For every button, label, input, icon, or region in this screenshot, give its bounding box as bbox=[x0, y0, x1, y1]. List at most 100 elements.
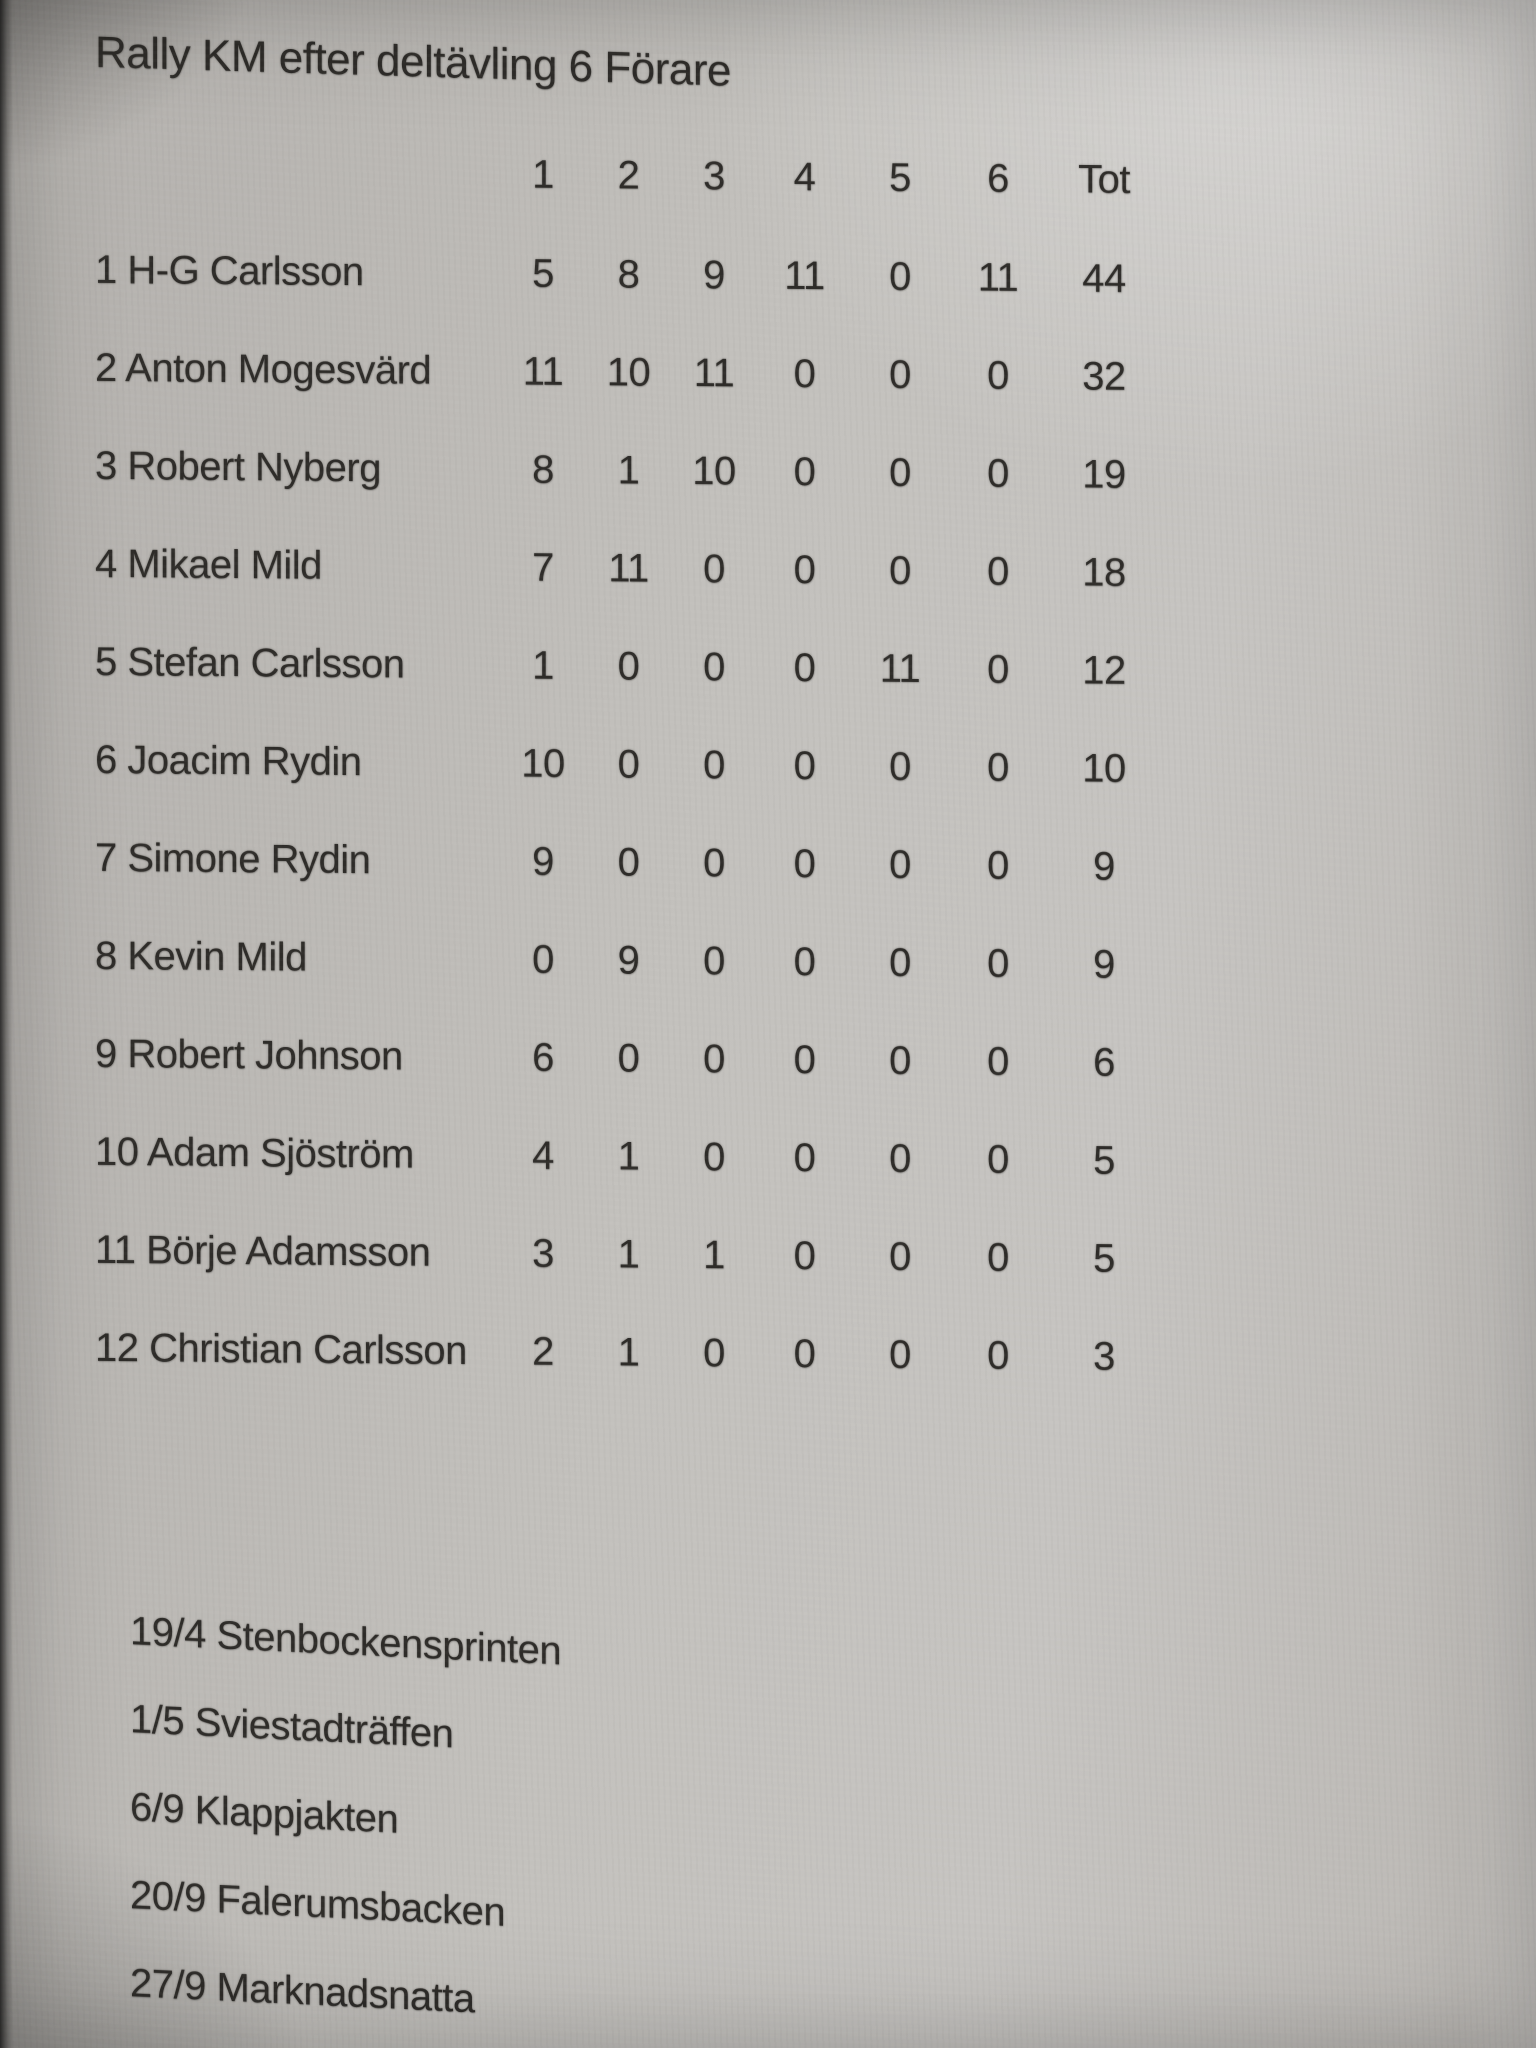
driver-name: 4 Mikael Mild bbox=[95, 541, 322, 588]
score-cell: 0 bbox=[889, 450, 911, 495]
driver-name: 11 Börje Adamsson bbox=[95, 1227, 431, 1275]
score-cell: 11 bbox=[977, 255, 1019, 300]
score-cell: 0 bbox=[987, 451, 1009, 496]
total-cell: 12 bbox=[1082, 647, 1126, 693]
score-cell: 0 bbox=[987, 1333, 1009, 1378]
column-header-2: 2 bbox=[617, 152, 640, 198]
score-cell: 1 bbox=[703, 1232, 725, 1277]
total-cell: 9 bbox=[1093, 942, 1115, 987]
table-row: 7 Simone Rydin 9 0 0 0 0 0 9 bbox=[95, 809, 1536, 920]
score-cell: 6 bbox=[532, 1035, 554, 1080]
driver-name: 5 Stefan Carlsson bbox=[95, 639, 405, 687]
score-cell: 1 bbox=[532, 643, 554, 688]
table-row: 8 Kevin Mild 0 9 0 0 0 0 9 bbox=[95, 907, 1536, 1018]
driver-name: 10 Adam Sjöström bbox=[95, 1129, 414, 1177]
score-cell: 0 bbox=[987, 1137, 1009, 1182]
driver-name: 3 Robert Nyberg bbox=[95, 443, 381, 490]
score-cell: 0 bbox=[889, 842, 911, 887]
score-cell: 0 bbox=[987, 1235, 1009, 1280]
events-list: 19/4 Stenbockensprinten 1/5 Sviestadträf… bbox=[130, 1587, 1536, 2048]
total-cell: 5 bbox=[1093, 1138, 1115, 1183]
score-cell: 2 bbox=[532, 1329, 554, 1374]
score-cell: 0 bbox=[889, 548, 911, 593]
score-cell: 0 bbox=[793, 1331, 816, 1376]
page-title: Rally KM efter deltävling 6 Förare bbox=[95, 27, 731, 96]
total-cell: 44 bbox=[1082, 255, 1126, 301]
score-cell: 1 bbox=[617, 1133, 640, 1179]
score-cell: 0 bbox=[889, 1136, 911, 1181]
total-cell: 10 bbox=[1082, 745, 1126, 791]
score-cell: 0 bbox=[987, 1039, 1009, 1084]
score-cell: 10 bbox=[692, 448, 736, 493]
score-cell: 0 bbox=[889, 1332, 911, 1377]
score-cell: 11 bbox=[784, 253, 825, 298]
score-cell: 0 bbox=[703, 840, 725, 885]
score-cell: 11 bbox=[693, 350, 735, 395]
score-cell: 7 bbox=[532, 545, 554, 590]
score-cell: 0 bbox=[889, 1038, 911, 1083]
score-cell: 0 bbox=[889, 254, 911, 299]
driver-name: 7 Simone Rydin bbox=[95, 835, 371, 882]
table-row: 12 Christian Carlsson 2 1 0 0 0 0 3 bbox=[95, 1299, 1536, 1410]
score-cell: 0 bbox=[793, 841, 816, 886]
score-cell: 0 bbox=[987, 745, 1009, 790]
score-cell: 5 bbox=[532, 251, 554, 296]
score-cell: 0 bbox=[889, 940, 911, 985]
total-cell: 6 bbox=[1093, 1040, 1115, 1085]
column-header-1: 1 bbox=[532, 152, 554, 197]
score-cell: 0 bbox=[987, 549, 1009, 594]
score-cell: 0 bbox=[987, 941, 1009, 986]
score-cell: 0 bbox=[793, 1037, 816, 1082]
table-header-row: 1 2 3 4 5 6 Tot bbox=[95, 121, 1536, 234]
score-cell: 0 bbox=[793, 351, 816, 396]
score-cell: 11 bbox=[608, 545, 649, 591]
driver-name: 9 Robert Johnson bbox=[95, 1031, 403, 1079]
score-cell: 0 bbox=[793, 547, 816, 592]
table-row: 11 Börje Adamsson 3 1 1 0 0 0 5 bbox=[95, 1201, 1536, 1312]
score-cell: 3 bbox=[532, 1231, 554, 1276]
driver-name: 6 Joacim Rydin bbox=[95, 737, 362, 784]
driver-name: 2 Anton Mogesvärd bbox=[95, 345, 432, 393]
score-cell: 0 bbox=[703, 1330, 725, 1375]
score-cell: 1 bbox=[617, 1231, 640, 1277]
table-row: 10 Adam Sjöström 4 1 0 0 0 0 5 bbox=[95, 1103, 1536, 1214]
total-cell: 5 bbox=[1093, 1236, 1115, 1281]
score-cell: 11 bbox=[522, 349, 564, 394]
score-cell: 0 bbox=[617, 741, 640, 787]
score-cell: 0 bbox=[617, 839, 640, 885]
score-cell: 8 bbox=[617, 251, 640, 297]
column-header-6: 6 bbox=[987, 156, 1009, 201]
score-cell: 0 bbox=[703, 546, 725, 591]
score-cell: 9 bbox=[617, 937, 640, 983]
score-cell: 0 bbox=[987, 647, 1009, 692]
total-cell: 19 bbox=[1082, 451, 1126, 497]
score-cell: 9 bbox=[703, 252, 725, 297]
standings-table: 1 2 3 4 5 6 Tot 1 H-G Carlsson 5 8 9 11 0 11 4… bbox=[95, 121, 1536, 1410]
score-cell: 0 bbox=[793, 1135, 816, 1180]
score-cell: 0 bbox=[703, 1134, 725, 1179]
table-row: 2 Anton Mogesvärd 11 10 11 0 0 0 32 bbox=[95, 319, 1536, 430]
column-header-tot: Tot bbox=[1078, 156, 1130, 202]
score-cell: 0 bbox=[703, 742, 725, 787]
score-cell: 0 bbox=[889, 352, 911, 397]
score-cell: 0 bbox=[617, 1035, 640, 1081]
score-cell: 11 bbox=[879, 646, 921, 691]
score-cell: 0 bbox=[793, 1233, 816, 1278]
table-row: 5 Stefan Carlsson 1 0 0 0 11 0 12 bbox=[95, 613, 1536, 724]
score-cell: 10 bbox=[521, 741, 565, 786]
score-cell: 0 bbox=[793, 743, 816, 788]
driver-name: 12 Christian Carlsson bbox=[95, 1325, 467, 1373]
table-row: 9 Robert Johnson 6 0 0 0 0 0 6 bbox=[95, 1005, 1536, 1116]
table-row: 6 Joacim Rydin 10 0 0 0 0 0 10 bbox=[95, 711, 1536, 822]
driver-name: 8 Kevin Mild bbox=[95, 933, 307, 980]
score-cell: 0 bbox=[532, 937, 554, 982]
score-cell: 0 bbox=[987, 353, 1009, 398]
score-cell: 4 bbox=[532, 1133, 554, 1178]
score-cell: 9 bbox=[532, 839, 554, 884]
score-cell: 0 bbox=[617, 643, 640, 689]
column-header-5: 5 bbox=[889, 155, 911, 200]
score-cell: 0 bbox=[703, 1036, 725, 1081]
table-row: 1 H-G Carlsson 5 8 9 11 0 11 44 bbox=[95, 221, 1536, 332]
header-spacer bbox=[95, 171, 500, 175]
score-cell: 8 bbox=[532, 447, 554, 492]
